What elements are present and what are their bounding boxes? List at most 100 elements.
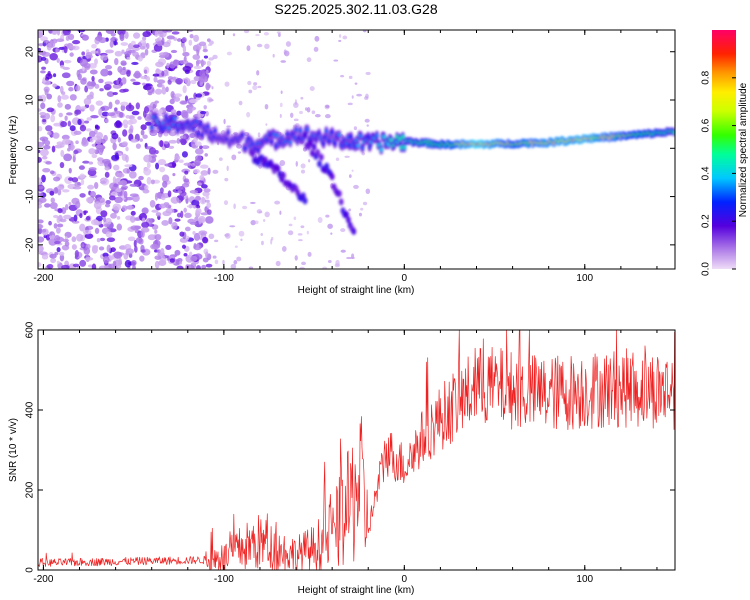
spectrogram-speckle [53, 214, 59, 219]
spectrogram-speckle [62, 138, 71, 145]
spectrogram-ridge-core [305, 127, 310, 132]
spectrogram-speckle [277, 32, 281, 38]
spectrogram-speckle [308, 159, 311, 163]
spectrogram-branch-blob [318, 153, 324, 161]
spectrogram-branch-blob [311, 143, 317, 151]
spectrogram-speckle [335, 157, 340, 162]
spectrogram-speckle [171, 222, 178, 230]
spectrogram-speckle [124, 164, 133, 168]
spectrogram-speckle [133, 32, 141, 39]
colorbar-tick-label: 0.4 [701, 166, 712, 180]
spectrogram-speckle [154, 38, 160, 42]
spectrogram-ridge-core [330, 129, 334, 134]
spectrogram-xtick-label: 0 [402, 273, 408, 284]
spectrogram-speckle [63, 46, 68, 54]
spectrogram-speckle [48, 234, 56, 239]
spectrogram-speckle [63, 214, 72, 220]
spectrogram-speckle [69, 52, 74, 57]
spectrogram-speckle [46, 93, 53, 100]
spectrogram-speckle [125, 114, 131, 119]
spectrogram-speckle [72, 154, 76, 163]
spectrogram-speckle [185, 235, 190, 240]
spectrogram-speckle [98, 108, 103, 116]
spectrogram-speckle [167, 76, 174, 80]
spectrogram-speckle [206, 202, 212, 209]
spectrogram-ridge-core [366, 134, 370, 139]
spectrogram-speckle [132, 264, 136, 269]
spectrogram-speckle [226, 125, 231, 128]
spectrogram-speckle [130, 138, 138, 143]
spectrogram-speckle [106, 244, 111, 253]
spectrogram-speckle [253, 82, 258, 86]
spectrogram-speckle [52, 83, 58, 88]
spectrogram-speckle [102, 255, 110, 264]
spectrogram-speckle [188, 99, 198, 104]
spectrogram-speckle [62, 30, 71, 36]
spectrogram-speckle [38, 156, 42, 163]
spectrogram-speckle [98, 246, 105, 251]
spectrogram-speckle [255, 34, 260, 37]
spectrogram-ridge-core [246, 136, 251, 141]
spectrogram-speckle [111, 154, 120, 161]
spectrogram-speckle [295, 161, 298, 167]
spectrogram-speckle [114, 196, 123, 204]
colorbar-tick-label: 0.2 [701, 214, 712, 228]
spectrogram-speckle [317, 217, 323, 223]
spectrogram-speckle [201, 264, 207, 269]
spectrogram-speckle [81, 51, 86, 56]
spectrogram-speckle [348, 174, 352, 178]
spectrogram-speckle [129, 193, 139, 198]
spectrogram-speckle [159, 52, 167, 57]
spectrogram-ridge-core [402, 145, 406, 150]
spectrogram-speckle [130, 225, 140, 231]
spectrogram-speckle [142, 82, 146, 86]
spectrogram-speckle [109, 40, 114, 48]
spectrogram-speckle [122, 119, 129, 127]
spectrogram-speckle [161, 84, 165, 90]
spectrogram-speckle [128, 204, 133, 209]
spectrogram-speckle [214, 239, 219, 243]
spectrogram-speckle [117, 137, 121, 143]
spectrogram-speckle [351, 169, 354, 173]
spectrogram-speckle [146, 176, 152, 185]
spectrogram-ridge-core [672, 131, 675, 134]
spectrogram-speckle [44, 113, 51, 120]
spectrogram-speckle [159, 140, 164, 148]
spectrogram-speckle [56, 216, 61, 224]
spectrogram-speckle [154, 229, 158, 234]
spectrogram-speckle [231, 154, 237, 161]
spectrogram-frame [37, 29, 676, 270]
spectrogram-ridge-core [173, 116, 177, 121]
spectrogram-speckle [340, 228, 346, 233]
spectrogram-speckle [119, 88, 127, 93]
spectrogram-speckle [325, 104, 330, 109]
spectrogram-speckle [179, 138, 186, 143]
spectrogram-speckle [155, 212, 162, 217]
spectrogram-speckle [176, 137, 181, 144]
spectrogram-speckle [183, 207, 187, 213]
spectrogram-speckle [156, 30, 164, 35]
spectrogram-speckle [89, 104, 95, 112]
spectrogram-speckle [300, 169, 306, 174]
spectrogram-speckle [71, 244, 77, 250]
spectrogram-speckle [120, 60, 127, 66]
spectrogram-speckle [104, 166, 110, 171]
spectrogram-speckle [184, 170, 189, 175]
spectrogram-speckle [38, 262, 42, 267]
spectrogram-speckle [105, 64, 113, 70]
spectrogram-speckle [122, 66, 126, 71]
spectrogram-speckle [202, 191, 210, 197]
spectrogram-speckle [172, 173, 176, 177]
spectrogram-speckle [129, 215, 136, 223]
spectrogram-speckle [49, 202, 58, 210]
spectrogram-speckle [50, 257, 57, 264]
spectrogram-speckle [125, 154, 129, 163]
spectrogram-speckle [149, 199, 156, 208]
spectrogram-speckle [182, 85, 187, 94]
spectrogram-speckle [110, 191, 118, 197]
spectrogram-ridge-core [375, 133, 379, 138]
spectrogram-speckle [236, 256, 242, 262]
spectrogram-speckle [195, 204, 201, 209]
spectrogram-speckle [203, 188, 211, 193]
